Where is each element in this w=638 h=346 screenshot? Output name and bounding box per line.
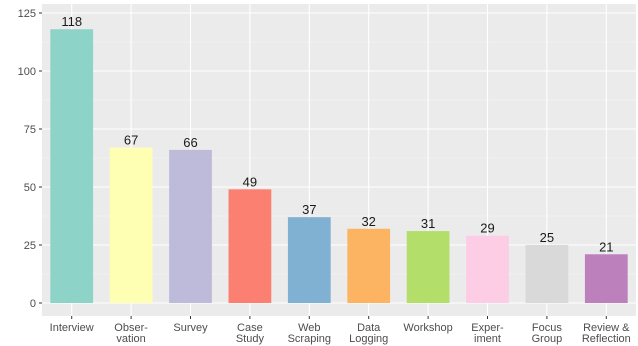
bar [287,217,331,303]
bar [347,228,391,303]
bar [169,149,212,303]
bar [406,231,450,303]
y-tick-label: 100 [18,66,36,78]
x-tick-label: Workshop [403,322,452,334]
x-tick-label: Focus Group [532,322,563,345]
data-label: 21 [599,239,613,254]
bar [50,29,94,304]
bar [584,254,628,303]
data-label: 66 [183,135,197,150]
data-label: 49 [243,174,257,189]
y-tick-label: 50 [24,182,36,194]
x-tick-label: Survey [173,322,208,334]
x-tick-label: Review & Reflection [582,322,631,345]
x-tick-label: Web Scraping [288,322,331,345]
bar [466,235,509,303]
bars [50,29,628,304]
x-axis: Interview Obser-vation Survey Case Study Web S… [50,316,631,345]
data-label: 32 [361,214,375,229]
data-label: 29 [480,221,494,236]
bar [109,147,153,303]
data-label: 37 [302,202,316,217]
x-tick-label: Interview [50,322,94,334]
data-label: 118 [61,14,82,29]
x-tick-label: Obser-vation [114,322,148,345]
y-tick-label: 0 [30,298,36,310]
bar [525,245,569,303]
bar [228,189,272,303]
y-tick-label: 25 [24,240,36,252]
data-labels: 118 67 66 49 37 32 31 29 25 21 [61,14,613,254]
x-tick-label: Exper-iment [471,322,504,345]
y-axis: 0 25 50 75 100 125 [18,8,42,310]
data-label: 25 [540,230,554,245]
x-tick-label: Data Logging [349,322,388,345]
data-label: 31 [421,216,435,231]
data-label: 67 [124,133,138,148]
y-tick-label: 75 [24,124,36,136]
x-tick-label: Case Study [236,322,265,345]
y-tick-label: 125 [18,8,36,20]
